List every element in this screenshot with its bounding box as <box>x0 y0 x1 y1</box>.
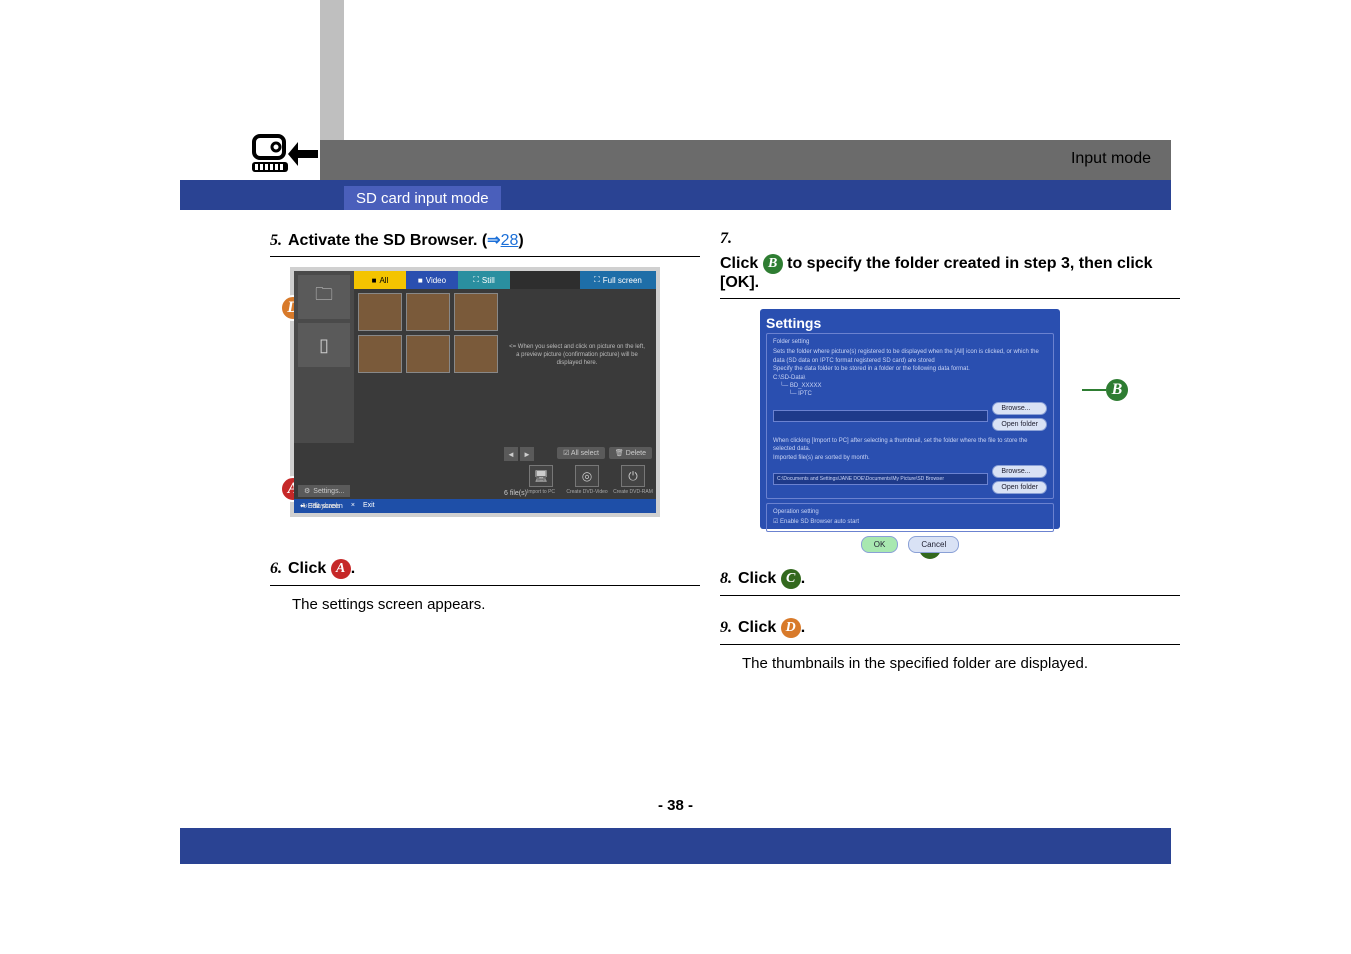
step-8-num: 8. <box>720 570 732 588</box>
thumbnail[interactable] <box>406 335 450 373</box>
callout-C-inline: C <box>781 569 801 589</box>
step-6-text: Click <box>288 560 331 577</box>
all-select-button[interactable]: ☑ All select <box>557 447 605 459</box>
create-dvd-video-button[interactable]: ◎ Create DVD-Video <box>570 465 604 495</box>
thumbnail[interactable] <box>358 335 402 373</box>
g2-line2: Imported file(s) are sorted by month. <box>773 454 1047 462</box>
ok-button[interactable]: OK <box>861 536 899 553</box>
preview-placeholder-text: <= When you select and click on picture … <box>508 344 646 367</box>
operation-setting-group: Operation setting ☑ Enable SD Browser au… <box>766 503 1054 532</box>
header-bar <box>320 140 1171 180</box>
step-8: 8. Click C. <box>720 569 1180 596</box>
status-sep: × <box>351 502 355 510</box>
playback-button[interactable]: ↻ Playback <box>298 501 343 511</box>
step-6-num: 6. <box>270 560 282 578</box>
section-title: SD card input mode <box>344 186 501 210</box>
sidebar-card-icon[interactable]: ▯ <box>298 323 350 367</box>
import-to-pc-button[interactable]: 🖥 Import to PC <box>524 465 558 495</box>
step-8-rule <box>720 595 1180 596</box>
step-8-text: Click <box>738 570 781 587</box>
step-6-sub: The settings screen appears. <box>292 596 700 613</box>
g1-path: C:\SD-Data\ └─ BD_XXXXX └─ IPTC <box>773 374 1047 399</box>
sd-browser-screenshot: D A 🗀 ▯ JD ■All ■Video ⛶Still ⛶Ful <box>290 267 660 517</box>
g1-open-folder-button[interactable]: Open folder <box>992 418 1047 431</box>
tab-fullscreen[interactable]: ⛶Full screen <box>580 271 656 289</box>
callout-D-inline: D <box>781 618 801 638</box>
g2-line1: When clicking [Import to PC] after selec… <box>773 437 1047 454</box>
step-6-rule <box>270 585 700 586</box>
callout-A-inline: A <box>331 559 351 579</box>
tab-all[interactable]: ■All <box>354 271 406 289</box>
next-button[interactable]: ► <box>520 447 534 461</box>
cancel-button[interactable]: Cancel <box>908 536 959 553</box>
folder-setting-group: Folder setting Sets the folder where pic… <box>766 333 1054 499</box>
step-7-text1: Click <box>720 255 763 272</box>
step-8-period: . <box>801 570 805 587</box>
tab-still[interactable]: ⛶Still <box>458 271 510 289</box>
sidebar-folder-icon[interactable]: 🗀 <box>298 275 350 319</box>
step-5-num: 5. <box>270 232 282 250</box>
g2-open-folder-button[interactable]: Open folder <box>992 481 1047 494</box>
step-9-period: . <box>801 619 805 636</box>
g1-line1: Sets the folder where picture(s) registe… <box>773 348 1047 365</box>
callout-B: B <box>1104 377 1130 403</box>
camera-logo <box>250 130 320 180</box>
tab-video[interactable]: ■Video <box>406 271 458 289</box>
create-dvd-ram-button[interactable]: ⏻ Create DVD-RAM <box>616 465 650 495</box>
settings-dialog-screenshot: B C Settings Folder setting Sets the fol… <box>760 309 1100 529</box>
step-9-rule <box>720 644 1180 645</box>
step-5: 5. Activate the SD Browser. (⇒28) D A 🗀 … <box>270 230 700 517</box>
thumbnail[interactable] <box>454 293 498 331</box>
thumbnail[interactable] <box>358 293 402 331</box>
g2-browse-button[interactable]: Browse... <box>992 465 1047 478</box>
sd-browser-tabs: ■All ■Video ⛶Still ⛶Full screen <box>354 271 656 289</box>
page-number: - 38 - <box>0 797 1351 814</box>
callout-B-line <box>1082 389 1106 391</box>
g1-folder-input[interactable] <box>773 410 988 422</box>
tab-spacer <box>510 271 580 289</box>
status-bar: ↻ Playback ⬌ Edit screen × Exit <box>294 499 656 513</box>
folder-setting-legend: Folder setting <box>773 338 1047 346</box>
callout-B-inline: B <box>763 254 783 274</box>
step-5-text-post: ) <box>518 232 523 249</box>
settings-button[interactable]: ⚙ Settings... <box>298 485 350 497</box>
step-9-num: 9. <box>720 619 732 637</box>
thumbnail-grid <box>354 289 502 377</box>
thumbnail[interactable] <box>454 335 498 373</box>
step-9-sub: The thumbnails in the specified folder a… <box>742 655 1180 672</box>
step-7-text2: to specify the folder created in step 3,… <box>720 255 1153 291</box>
step-5-rule <box>270 256 700 257</box>
step-6-period: . <box>351 560 355 577</box>
blue-bar <box>180 180 1171 210</box>
g1-browse-button[interactable]: Browse... <box>992 402 1047 415</box>
step-7: 7. Click B to specify the folder created… <box>720 230 1180 529</box>
prev-button[interactable]: ◄ <box>504 447 518 461</box>
auto-start-checkbox[interactable]: ☑ Enable SD Browser auto start <box>773 518 1047 526</box>
input-mode-label: Input mode <box>1071 150 1151 168</box>
exit-button[interactable]: Exit <box>363 502 375 510</box>
step-5-text-pre: Activate the SD Browser. ( <box>288 232 487 249</box>
step-9: 9. Click D. The thumbnails in the specif… <box>720 618 1180 672</box>
thumbnail[interactable] <box>406 293 450 331</box>
xref-arrow-icon: ⇒ <box>487 232 500 249</box>
footer-blue-bar <box>180 828 1171 864</box>
step-9-text: Click <box>738 619 781 636</box>
step-7-rule <box>720 298 1180 299</box>
step-7-num: 7. <box>720 230 732 248</box>
xref-28[interactable]: 28 <box>501 232 519 249</box>
g1-line2: Specify the data folder to be stored in … <box>773 365 1047 373</box>
settings-dialog-title: Settings <box>766 315 1054 331</box>
operation-setting-legend: Operation setting <box>773 508 1047 516</box>
file-count: 6 file(s) <box>504 490 527 497</box>
g2-folder-input[interactable]: C:\Documents and Settings\JANE DOE\Docum… <box>773 473 988 485</box>
step-6: 6. Click A. The settings screen appears. <box>270 559 700 613</box>
delete-button[interactable]: 🗑 Delete <box>609 447 652 459</box>
preview-pane: <= When you select and click on picture … <box>502 291 652 421</box>
